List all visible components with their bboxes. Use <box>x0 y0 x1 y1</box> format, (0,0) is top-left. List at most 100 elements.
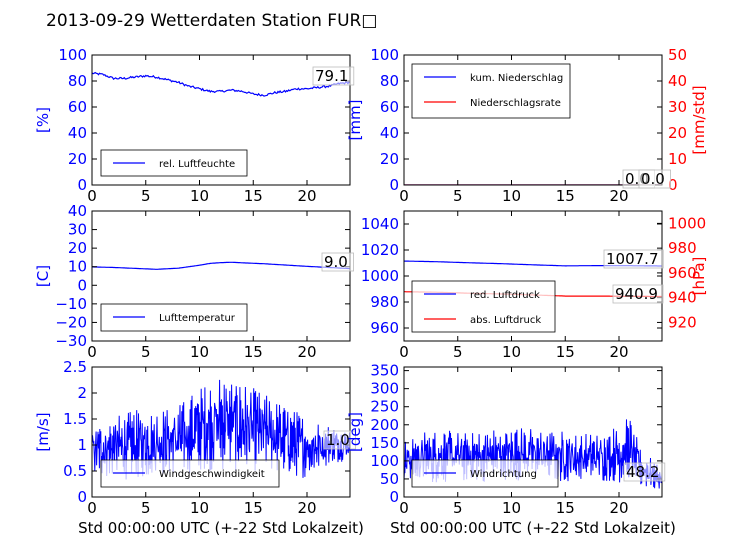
y-axis-label: [%] <box>34 107 52 133</box>
plot-frame <box>403 366 663 498</box>
x-tick-label: 0 <box>399 187 409 205</box>
last-value-label: 9.0 <box>321 252 355 272</box>
x-tick-label: 0 <box>399 343 409 361</box>
y-axis-label: [C] <box>34 265 52 287</box>
y-tick-label: 20 <box>380 150 399 168</box>
y-tick-label: −30 <box>55 332 87 350</box>
svg-text:79.1: 79.1 <box>315 67 348 85</box>
x-tick-label: 15 <box>244 187 263 205</box>
x-tick-label: 10 <box>190 343 209 361</box>
y-tick-label: 0 <box>77 176 87 194</box>
x-tick-label: 20 <box>297 343 316 361</box>
y2-tick-label: 10 <box>668 150 687 168</box>
y-tick-label: 1 <box>77 436 87 454</box>
y-tick-label: −20 <box>55 313 87 331</box>
legend-winddir: Windrichtung <box>411 459 559 488</box>
y-tick-label: 1.5 <box>63 410 87 428</box>
panel-pressure: 0 5 10 15 20 960 980 1000 1020 1040 920 940 960 980 10… <box>361 210 708 361</box>
y-tick-label: −10 <box>55 295 87 313</box>
x-tick-label: 5 <box>453 187 463 205</box>
x-tick-label: 15 <box>556 499 575 517</box>
x-tick-label: 15 <box>556 187 575 205</box>
y-tick-label: 40 <box>68 202 87 220</box>
y2-tick-label: 960 <box>668 264 697 282</box>
y-tick-label: 0 <box>77 488 87 506</box>
x-tick-label: 5 <box>453 343 463 361</box>
plot-frame <box>91 210 351 342</box>
svg-text:940.9: 940.9 <box>615 285 658 303</box>
y-tick-label: 10 <box>68 258 87 276</box>
y-axis-label: [deg] <box>346 412 364 452</box>
y-tick-label: 80 <box>380 72 399 90</box>
y-tick-label: 200 <box>370 416 399 434</box>
x-tick-label: 15 <box>244 499 263 517</box>
figure-title: 2013-09-29 Wetterdaten Station FUR□ <box>46 11 377 31</box>
y-tick-label: 60 <box>68 98 87 116</box>
x-tick-label: 10 <box>190 187 209 205</box>
last-value-label: 0.0 <box>638 169 672 189</box>
last-value-label: 1007.7 <box>603 249 664 269</box>
y-tick-label: 1020 <box>361 241 399 259</box>
panel-humidity: 0 5 10 15 20 0 20 40 60 80 100 [%] rel. Luftfeuchte 7… <box>34 46 355 205</box>
y-tick-label: 30 <box>68 221 87 239</box>
svg-text:48.2: 48.2 <box>626 463 659 481</box>
y-tick-label: 0.5 <box>63 462 87 480</box>
plot-frame <box>91 54 351 186</box>
plot-frame <box>403 54 663 186</box>
y2-tick-label: 920 <box>668 313 697 331</box>
legend-windspeed: Windgeschwindigkeit <box>100 459 280 488</box>
y-tick-label: 250 <box>370 398 399 416</box>
y2-axis-label: [mm/std] <box>690 85 708 154</box>
y2-tick-label: 50 <box>668 46 687 64</box>
y2-tick-label: 940 <box>668 289 697 307</box>
y-tick-label: 100 <box>58 46 87 64</box>
x-tick-label: 20 <box>609 187 628 205</box>
legend-label: kum. Niederschlag <box>470 73 563 84</box>
y-tick-label: 1040 <box>361 215 399 233</box>
y2-axis-label: [hPa] <box>690 257 708 296</box>
x-tick-label: 20 <box>609 343 628 361</box>
panel-temperature: 0 5 10 15 20−30−20−10010203040[C]Lufttempera… <box>34 202 355 361</box>
y2-tick-label: 980 <box>668 239 697 257</box>
y-tick-label: 300 <box>370 380 399 398</box>
y-tick-label: 50 <box>380 470 399 488</box>
y-tick-label: 20 <box>68 239 87 257</box>
legend-label: Windrichtung <box>470 469 537 480</box>
y-tick-label: 2.5 <box>63 358 87 376</box>
y-tick-label: 100 <box>370 452 399 470</box>
series-line-windspeed-0 <box>92 379 350 480</box>
y-tick-label: 350 <box>370 362 399 380</box>
last-value-label: 940.9 <box>612 284 664 304</box>
legend-label: Windgeschwindigkeit <box>159 469 265 480</box>
y-tick-label: 980 <box>370 293 399 311</box>
y2-tick-label: 40 <box>668 72 687 90</box>
y-tick-label: 150 <box>370 434 399 452</box>
x-tick-label: 15 <box>244 343 263 361</box>
x-tick-label: 10 <box>502 343 521 361</box>
y-tick-label: 20 <box>68 150 87 168</box>
legend-humidity: rel. Luftfeuchte <box>100 149 248 177</box>
x-tick-label: 5 <box>141 187 151 205</box>
x-tick-label: 5 <box>141 343 151 361</box>
x-tick-label: 10 <box>190 499 209 517</box>
last-value-label: 1.0 <box>323 430 357 450</box>
series-line-humidity-0 <box>92 71 350 97</box>
x-tick-label: 10 <box>502 499 521 517</box>
x-tick-label: 0 <box>399 499 409 517</box>
svg-text:0.0: 0.0 <box>641 170 665 188</box>
x-tick-label: 10 <box>502 187 521 205</box>
x-tick-label: 0 <box>87 187 97 205</box>
x-tick-label: 20 <box>609 499 628 517</box>
y-tick-label: 40 <box>68 124 87 142</box>
last-value-label: 48.2 <box>623 462 666 482</box>
y2-tick-label: 0 <box>668 176 678 194</box>
legend-pressure: red. Luftdruck abs. Luftdruck <box>411 280 556 333</box>
x-tick-label: 0 <box>87 343 97 361</box>
x-tick-label: 20 <box>297 187 316 205</box>
x-tick-label: 5 <box>141 499 151 517</box>
legend-label: red. Luftdruck <box>470 290 540 301</box>
y2-tick-label: 30 <box>668 98 687 116</box>
legend-temperature: Lufttemperatur <box>100 303 248 332</box>
y-tick-label: 0 <box>389 176 399 194</box>
